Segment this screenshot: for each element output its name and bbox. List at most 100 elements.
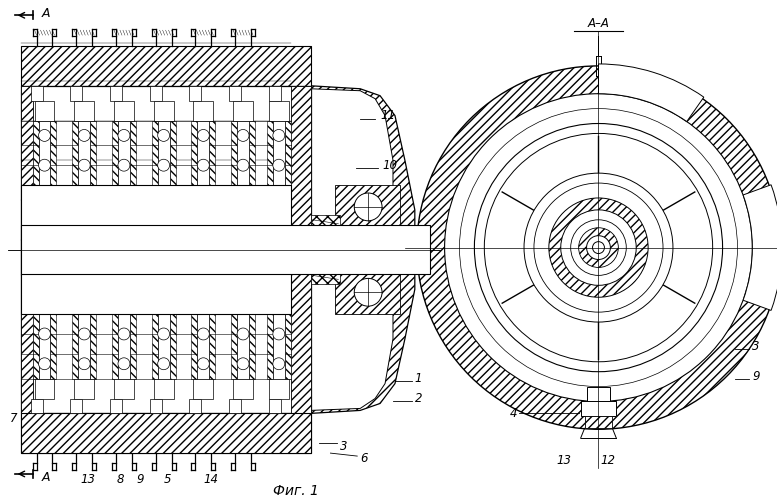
Bar	[150, 398, 161, 413]
Circle shape	[197, 358, 209, 370]
Circle shape	[118, 159, 130, 171]
Circle shape	[561, 210, 636, 286]
Bar	[114, 377, 134, 398]
Bar	[237, 121, 249, 379]
Bar	[110, 86, 122, 101]
Circle shape	[118, 328, 130, 340]
Circle shape	[38, 328, 51, 340]
Bar	[584, 416, 612, 428]
Circle shape	[484, 133, 713, 362]
Circle shape	[78, 358, 90, 370]
Circle shape	[593, 241, 604, 254]
Bar	[34, 377, 55, 398]
Circle shape	[38, 358, 51, 370]
Text: 6: 6	[360, 451, 367, 464]
Bar	[152, 121, 158, 379]
Bar	[51, 121, 56, 379]
Bar	[310, 275, 340, 285]
Circle shape	[78, 159, 90, 171]
Text: 4: 4	[509, 407, 517, 420]
Polygon shape	[310, 89, 393, 410]
Bar	[158, 121, 169, 379]
Bar	[21, 46, 310, 86]
Bar	[233, 377, 253, 398]
Bar	[193, 101, 213, 121]
Circle shape	[158, 358, 169, 370]
Bar	[269, 101, 289, 121]
Text: 7: 7	[10, 412, 17, 425]
Text: 3: 3	[753, 340, 760, 353]
Bar	[33, 121, 38, 379]
Circle shape	[78, 328, 90, 340]
Circle shape	[158, 328, 169, 340]
Text: 3: 3	[340, 440, 348, 453]
Circle shape	[237, 159, 249, 171]
Circle shape	[197, 328, 209, 340]
Bar	[34, 101, 55, 121]
Bar	[291, 86, 310, 413]
Bar	[169, 121, 176, 379]
Circle shape	[534, 183, 663, 312]
Circle shape	[237, 328, 249, 340]
Circle shape	[354, 193, 382, 221]
Bar	[118, 121, 130, 379]
Bar	[78, 121, 90, 379]
Bar	[191, 121, 197, 379]
Circle shape	[38, 129, 51, 141]
Bar	[249, 121, 255, 379]
Circle shape	[273, 328, 285, 340]
Bar	[30, 86, 43, 101]
Bar	[231, 121, 237, 379]
Text: А–А: А–А	[587, 17, 609, 30]
Circle shape	[273, 358, 285, 370]
Bar	[73, 121, 78, 379]
Bar	[74, 101, 94, 121]
Circle shape	[38, 159, 51, 171]
Bar	[587, 387, 611, 401]
Text: 12: 12	[601, 453, 616, 466]
Circle shape	[118, 129, 130, 141]
Bar	[21, 86, 33, 413]
Circle shape	[273, 129, 285, 141]
Circle shape	[524, 173, 673, 322]
Text: A: A	[41, 471, 50, 484]
Text: 1: 1	[415, 372, 422, 385]
Circle shape	[237, 358, 249, 370]
Bar	[150, 86, 161, 101]
Text: 2: 2	[415, 392, 422, 405]
Text: 5: 5	[164, 473, 172, 486]
Bar	[190, 398, 201, 413]
Bar	[154, 101, 174, 121]
Bar	[193, 377, 213, 398]
Bar	[38, 121, 51, 379]
Circle shape	[273, 159, 285, 171]
Bar	[285, 121, 291, 379]
Bar	[273, 121, 285, 379]
Circle shape	[587, 235, 611, 260]
Bar	[21, 86, 310, 413]
Text: 13: 13	[80, 473, 96, 486]
Circle shape	[417, 66, 780, 429]
Bar	[580, 401, 616, 416]
Bar	[229, 86, 241, 101]
Bar	[130, 121, 136, 379]
Circle shape	[158, 159, 169, 171]
Text: 13: 13	[556, 453, 571, 466]
Bar	[70, 398, 82, 413]
Bar	[310, 215, 340, 225]
Text: Фиг. 1: Фиг. 1	[273, 484, 318, 498]
Text: 8: 8	[116, 473, 124, 486]
Circle shape	[445, 94, 753, 401]
Text: 9: 9	[753, 370, 760, 383]
Circle shape	[579, 228, 619, 268]
Circle shape	[158, 129, 169, 141]
Bar	[112, 121, 118, 379]
Bar	[21, 413, 310, 453]
Bar	[267, 121, 273, 379]
Circle shape	[78, 129, 90, 141]
Text: 11: 11	[380, 109, 395, 122]
Circle shape	[237, 129, 249, 141]
Bar	[233, 101, 253, 121]
Circle shape	[571, 220, 626, 276]
Wedge shape	[598, 64, 704, 122]
